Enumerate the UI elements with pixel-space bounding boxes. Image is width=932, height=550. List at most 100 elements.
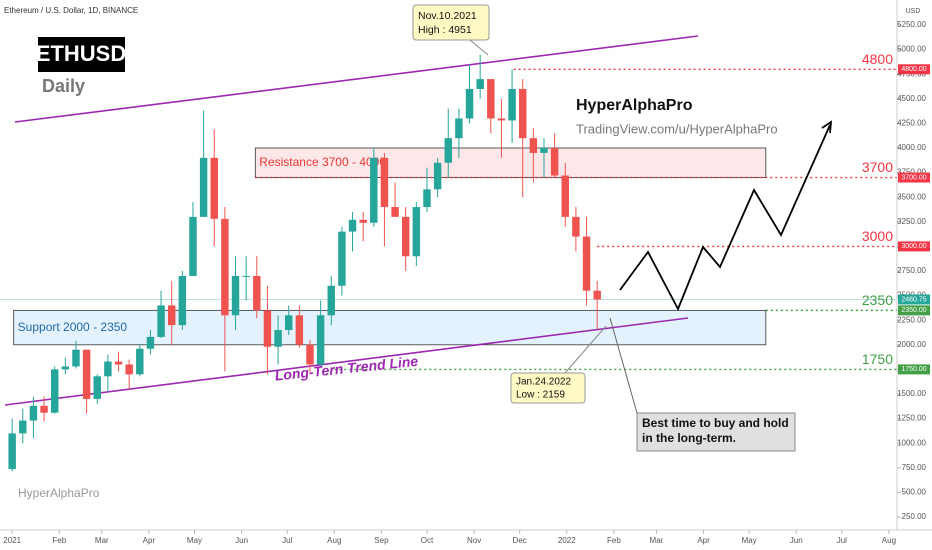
y-tick-label: 3250.00 bbox=[897, 217, 926, 226]
candle-body bbox=[284, 315, 293, 331]
callout-text: Best time to buy and hold bbox=[642, 416, 789, 430]
candle-body bbox=[93, 376, 101, 399]
x-tick-label: Jun bbox=[790, 536, 803, 545]
candle-body bbox=[306, 344, 314, 365]
y-tick-label: 750.00 bbox=[902, 463, 927, 472]
candle-body bbox=[295, 315, 304, 345]
candle-body bbox=[178, 275, 187, 326]
level-label: 3700 bbox=[862, 159, 893, 175]
symbol: ETHUSD bbox=[36, 41, 126, 66]
candle-body bbox=[167, 305, 176, 326]
candle-body bbox=[136, 348, 144, 375]
y-tick-label: 3500.00 bbox=[897, 192, 926, 201]
axis-unit: USD bbox=[906, 8, 921, 15]
candle-body bbox=[465, 88, 474, 119]
levels: 4800 3700 3000 2350 1750 bbox=[0, 51, 897, 371]
projection-path bbox=[619, 124, 831, 312]
candle-body bbox=[242, 275, 250, 277]
y-tick-label: 1500.00 bbox=[897, 389, 926, 398]
y-tick-label: 3750.00 bbox=[897, 168, 926, 177]
candle-body bbox=[370, 157, 378, 223]
candle-body bbox=[29, 405, 38, 421]
candle-body bbox=[487, 79, 495, 119]
candle-body bbox=[433, 162, 442, 190]
y-tick-label: 2000.00 bbox=[897, 340, 926, 349]
candle-body bbox=[210, 157, 218, 219]
y-tick-label: 250.00 bbox=[902, 512, 927, 521]
upper-trend-line bbox=[14, 35, 699, 123]
candle-body bbox=[338, 231, 346, 286]
x-tick-label: Nov bbox=[467, 536, 481, 545]
zone bbox=[254, 147, 767, 178]
header: Ethereum / U.S. Dollar, 1D, BINANCE bbox=[4, 6, 138, 15]
candle-body bbox=[61, 366, 70, 370]
x-tick-label: Jul bbox=[282, 536, 292, 545]
lower-trend-line bbox=[4, 317, 689, 406]
level-badge bbox=[898, 364, 930, 375]
axes: 5250.005000.004750.004500.004250.004000.… bbox=[3, 20, 930, 545]
candle-body bbox=[572, 216, 580, 237]
candle-body bbox=[359, 219, 367, 223]
candle-body bbox=[540, 147, 548, 153]
level-badge-label: 4800.00 bbox=[901, 66, 926, 73]
x-tick-label: Oct bbox=[421, 536, 434, 545]
brand-url: TradingView.com/u/HyperAlphaPro bbox=[576, 121, 778, 136]
advice-callout: Best time to buy and hold in the long-te… bbox=[609, 317, 796, 452]
candle-body bbox=[114, 361, 123, 365]
y-tick-label: 500.00 bbox=[902, 488, 927, 497]
brand: HyperAlphaPro bbox=[576, 97, 693, 114]
x-tick-label: 2021 bbox=[3, 536, 21, 545]
candles bbox=[8, 54, 601, 472]
y-tick-label: 2750.00 bbox=[897, 266, 926, 275]
x-tick-label: Feb bbox=[52, 536, 66, 545]
level-badge-label: 3000.00 bbox=[901, 243, 926, 250]
callout-pointer bbox=[609, 317, 638, 414]
level-badge bbox=[898, 64, 930, 75]
x-tick-label: Aug bbox=[882, 536, 896, 545]
candle-body bbox=[380, 157, 389, 208]
zone bbox=[13, 309, 767, 346]
level-label: 4800 bbox=[862, 51, 893, 67]
level-label: 2350 bbox=[862, 292, 893, 308]
level-badge bbox=[898, 305, 930, 316]
symbol-box bbox=[38, 37, 125, 72]
level-label: 3000 bbox=[862, 228, 893, 244]
candle-body bbox=[8, 433, 16, 470]
y-tick-label: 5250.00 bbox=[897, 20, 926, 29]
candle-body bbox=[497, 118, 506, 121]
x-tick-label: May bbox=[187, 536, 202, 545]
candle-body bbox=[146, 336, 155, 349]
candle-body bbox=[348, 219, 357, 232]
callout-pointer bbox=[469, 39, 489, 56]
candle-body bbox=[231, 275, 240, 316]
candle-body bbox=[455, 118, 463, 139]
candle-body bbox=[561, 175, 569, 217]
candle-body bbox=[593, 290, 601, 300]
y-tick-label: 5000.00 bbox=[897, 45, 926, 54]
low-callout: Jan.24.2022 Low : 2159 bbox=[510, 325, 607, 404]
level-badge-label: 1750.00 bbox=[901, 366, 926, 373]
high-callout: Nov.10.2021 High : 4951 bbox=[412, 4, 490, 56]
level-label: 1750 bbox=[862, 351, 893, 367]
candle-body bbox=[423, 189, 431, 208]
x-tick-label: Jun bbox=[235, 536, 248, 545]
y-tick-label: 4000.00 bbox=[897, 143, 926, 152]
candle-body bbox=[391, 207, 399, 217]
x-tick-label: Apr bbox=[697, 536, 710, 545]
candle-body bbox=[19, 420, 27, 434]
candle-body bbox=[253, 275, 261, 311]
y-tick-label: 1000.00 bbox=[897, 438, 926, 447]
x-tick-label: 2022 bbox=[558, 536, 576, 545]
last-price-label: 2460.75 bbox=[901, 296, 926, 303]
y-tick-label: 4250.00 bbox=[897, 119, 926, 128]
candle-body bbox=[582, 236, 591, 291]
level-badge-label: 3700.00 bbox=[901, 174, 926, 181]
callout-box bbox=[510, 372, 586, 404]
candle-body bbox=[125, 364, 133, 375]
candle-body bbox=[104, 361, 112, 377]
candle-body bbox=[40, 405, 48, 413]
watermark: HyperAlphaPro bbox=[18, 486, 100, 500]
candle-body bbox=[82, 349, 91, 399]
zone-label: Resistance 3700 - 4000 bbox=[259, 155, 386, 169]
